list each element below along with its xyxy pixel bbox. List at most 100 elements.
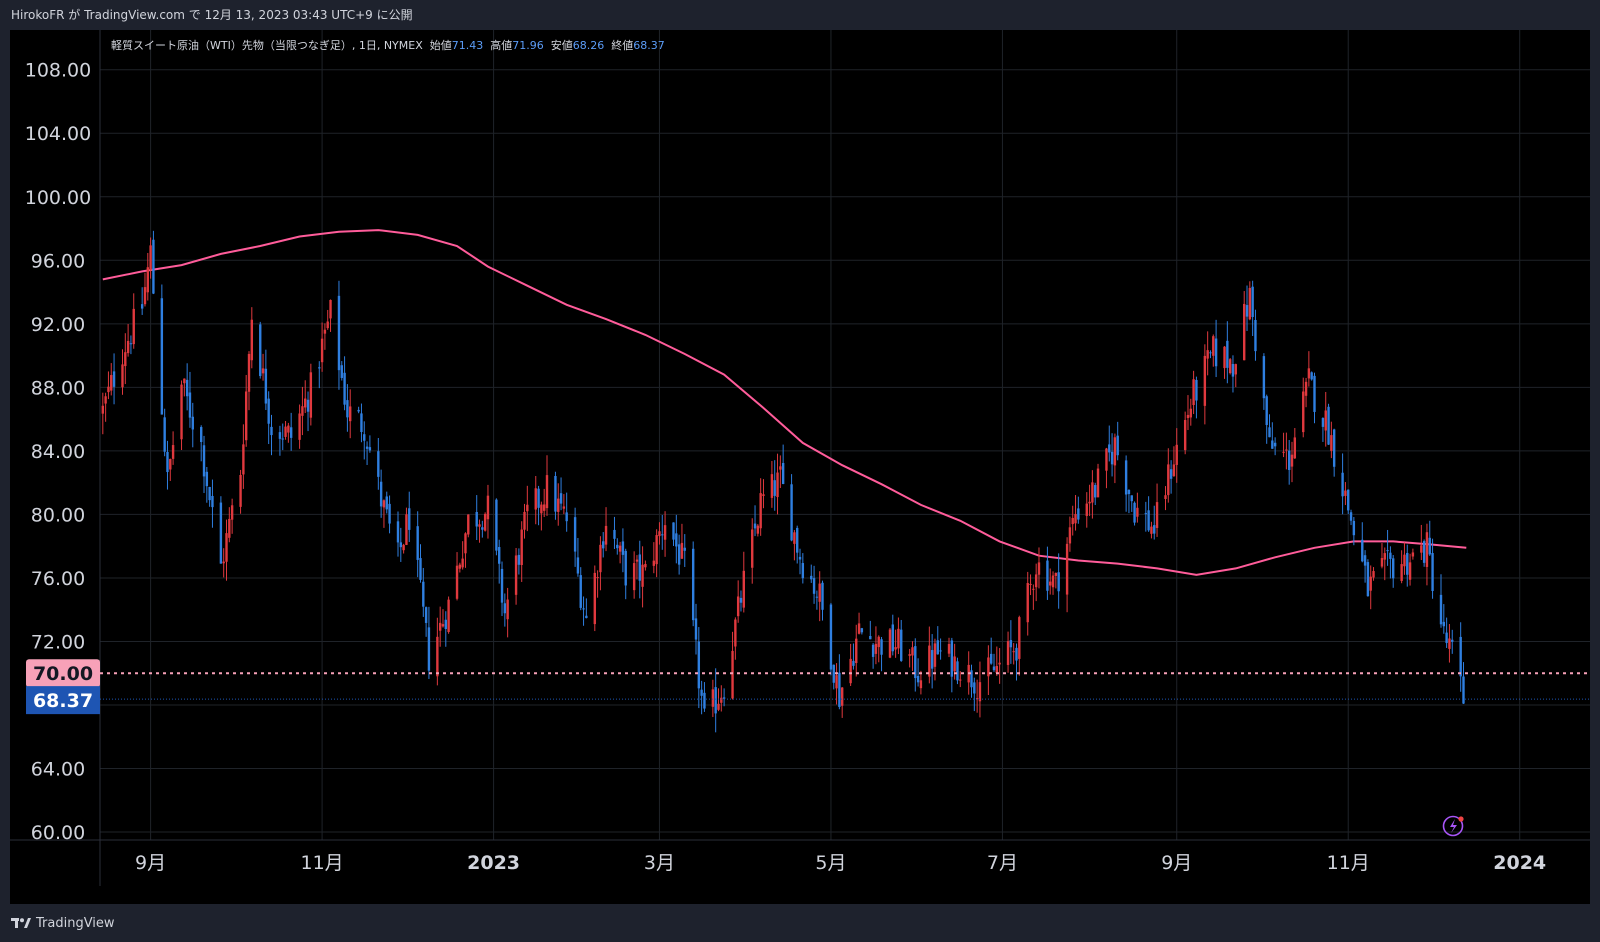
candle-body <box>1341 472 1344 497</box>
candle-body <box>798 556 802 560</box>
candle-body <box>1428 537 1431 555</box>
candle-body <box>593 572 596 625</box>
candle-body <box>1324 410 1327 431</box>
candle-body <box>1130 495 1133 502</box>
candle-body <box>514 555 518 595</box>
candle-body <box>1091 482 1094 503</box>
candle-body <box>683 547 686 551</box>
candle-body <box>838 672 841 707</box>
candle-body <box>703 692 706 709</box>
candle-body <box>104 396 107 404</box>
candle-body <box>1431 553 1434 591</box>
candle-body <box>247 353 251 392</box>
candle-body <box>1347 489 1350 511</box>
candle-body <box>304 398 307 408</box>
candle-body <box>1282 451 1285 453</box>
price-tick-label: 84.00 <box>31 441 85 463</box>
candle-body <box>169 458 172 470</box>
candle-body <box>363 434 366 441</box>
open-value: 71.43 <box>451 39 484 52</box>
lightning-icon[interactable] <box>1442 815 1464 837</box>
candle-body <box>1183 419 1187 451</box>
chart-legend: 軽質スイート原油（WTI）先物（当限つなぎ足）, 1日, NYMEX 始値71.… <box>111 37 665 53</box>
candle-body <box>1372 571 1375 578</box>
candle-body <box>1310 372 1313 380</box>
candle-body <box>1265 396 1268 425</box>
candle-body <box>264 368 268 404</box>
chart-area[interactable]: 108.00 104.00 100.00 96.00 92.00 88.00 84.00 80… <box>10 30 1590 904</box>
candle-body <box>239 474 242 507</box>
candle-body <box>1226 340 1229 368</box>
candle-body <box>1411 552 1415 557</box>
candle-body <box>936 640 939 655</box>
candle-body <box>1287 450 1291 471</box>
candle-body <box>1153 525 1156 534</box>
candle-body <box>557 498 560 512</box>
candle-body <box>939 650 942 652</box>
moving-average-line <box>102 229 1467 576</box>
candle-body <box>1307 368 1311 379</box>
candle-body <box>205 471 209 487</box>
candle-body <box>1065 543 1069 595</box>
candle-body <box>1344 490 1347 496</box>
candle-body <box>959 679 962 681</box>
candle-body <box>1108 444 1111 453</box>
candle-body <box>1386 550 1389 552</box>
candle-body <box>309 372 313 418</box>
candle-body <box>1094 485 1097 498</box>
level-70-badge <box>26 659 100 688</box>
candle-body <box>163 417 166 452</box>
candle-body <box>129 343 133 345</box>
candle-body <box>399 542 403 548</box>
candle-body <box>916 675 920 683</box>
candle-body <box>1451 639 1454 642</box>
price-tick-label: 104.00 <box>25 123 91 145</box>
candle-body <box>956 661 959 681</box>
grid-lines <box>10 30 1590 886</box>
candle-body <box>618 545 622 552</box>
candle-body <box>1189 408 1192 418</box>
moving-average-layer <box>102 229 1467 576</box>
candle-body <box>183 378 186 384</box>
candle-body <box>914 646 917 679</box>
candle-body <box>1445 632 1448 644</box>
candle-body <box>160 298 164 415</box>
candle-body <box>475 511 478 527</box>
candle-body <box>717 703 720 710</box>
chart-canvas[interactable]: 108.00 104.00 100.00 96.00 92.00 88.00 84.00 80… <box>10 30 1590 904</box>
time-tick-label: 2024 <box>1493 852 1546 874</box>
candle-body <box>1110 451 1114 465</box>
candle-body <box>815 596 819 598</box>
candle-body <box>565 512 568 522</box>
candle-body <box>832 664 835 683</box>
candle-body <box>228 518 231 538</box>
candle-body <box>402 544 405 551</box>
candle-body <box>270 426 273 436</box>
candle-body <box>486 495 490 520</box>
price-tick-label: 76.00 <box>31 568 85 590</box>
candle-body <box>1192 379 1195 405</box>
candle-body <box>298 413 301 440</box>
price-tick-label: 92.00 <box>31 314 85 336</box>
candle-body <box>739 597 743 603</box>
candle-body <box>379 481 383 507</box>
candle-body <box>1389 552 1392 559</box>
candle-body <box>208 487 211 501</box>
candle-body <box>947 643 951 654</box>
candle-body <box>416 526 419 560</box>
candle-body <box>1400 564 1403 581</box>
candle-body <box>230 505 234 520</box>
price-tick-label: 60.00 <box>31 822 85 844</box>
candle-body <box>852 660 855 666</box>
candle-body <box>697 641 701 689</box>
candle-body <box>1290 454 1294 467</box>
candle-body <box>1332 429 1336 467</box>
candle-body <box>989 653 993 664</box>
candle-body <box>219 502 223 564</box>
candle-body <box>1164 495 1167 499</box>
candle-body <box>1203 355 1207 406</box>
candle-body <box>436 636 439 677</box>
candle-body <box>599 544 602 573</box>
candle-body <box>1029 583 1032 585</box>
candle-body <box>776 472 779 498</box>
